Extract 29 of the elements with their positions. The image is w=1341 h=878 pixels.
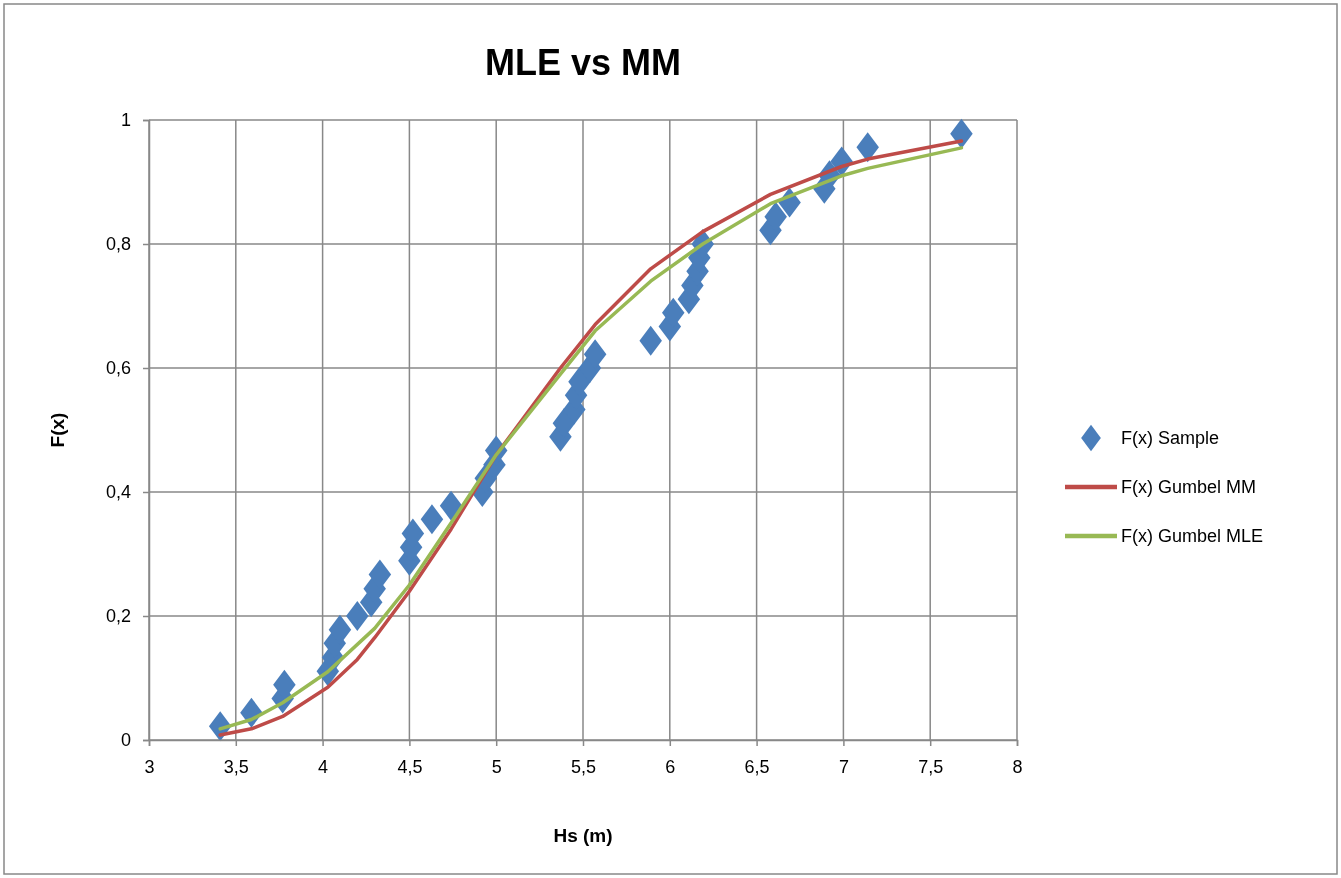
point [856, 132, 879, 163]
point [439, 490, 463, 521]
y-tick-label: 1 [120, 110, 131, 131]
y-axis-title: F(x) [47, 412, 68, 448]
y-tick-label: 0,2 [105, 606, 131, 627]
point [420, 504, 444, 535]
y-tick-label: 0 [120, 730, 131, 751]
legend-label: F(x) Gumbel MLE [1121, 526, 1264, 546]
legend-label: F(x) Gumbel MM [1121, 477, 1256, 497]
x-tick-label: 7 [838, 756, 849, 777]
x-tick-label: 8 [1012, 756, 1023, 777]
y-tick-label: 0,6 [105, 358, 131, 379]
x-tick-label: 6 [665, 756, 676, 777]
x-tick-label: 4 [318, 756, 329, 777]
legend-label: F(x) Sample [1121, 428, 1220, 448]
x-tick-label: 6,5 [744, 756, 770, 777]
x-tick-label: 3,5 [223, 756, 249, 777]
x-tick-label: 7,5 [918, 756, 944, 777]
chart-title: MLE vs MM [484, 42, 682, 83]
x-tick-label: 5 [491, 756, 502, 777]
x-tick-label: 3 [144, 756, 155, 777]
y-tick-label: 0,4 [105, 482, 131, 503]
point [639, 325, 662, 356]
x-tick-label: 4,5 [397, 756, 423, 777]
point [346, 600, 369, 632]
y-tick-label: 0,8 [105, 234, 131, 255]
x-tick-label: 5,5 [570, 756, 597, 777]
point [950, 118, 973, 149]
x-axis-title: Hs (m) [553, 825, 613, 846]
